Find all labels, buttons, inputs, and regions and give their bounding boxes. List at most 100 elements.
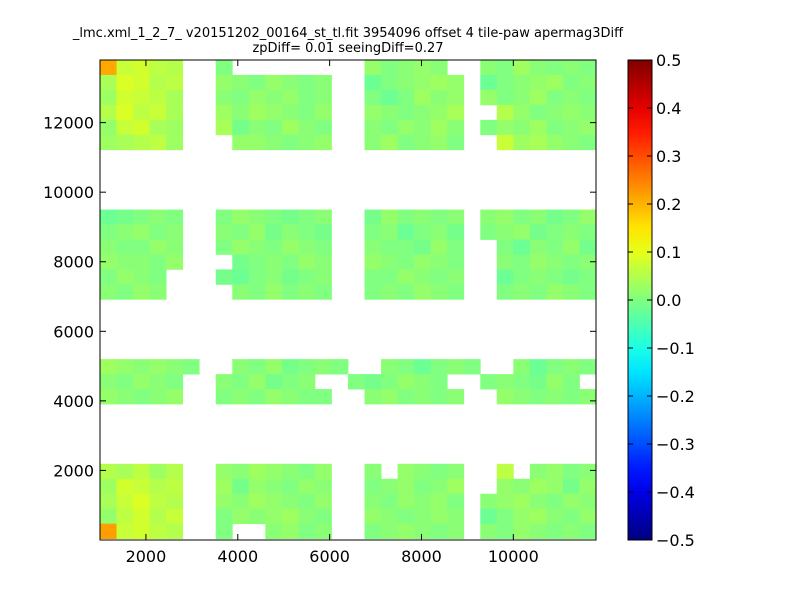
colorbar-tick-label: −0.1 xyxy=(656,339,695,358)
heatmap-cell xyxy=(298,104,316,121)
heatmap-cell xyxy=(298,508,316,525)
heatmap-cell xyxy=(397,60,415,76)
heatmap-cell xyxy=(149,254,167,270)
heatmap-cell xyxy=(480,523,498,540)
heatmap-cell xyxy=(116,508,134,525)
heatmap-cell xyxy=(447,284,465,300)
heatmap-cell xyxy=(232,493,250,510)
heatmap-cell xyxy=(182,359,200,375)
heatmap-cell xyxy=(281,254,299,270)
heatmap-cell xyxy=(579,478,597,495)
heatmap-cell xyxy=(579,493,597,510)
heatmap-cell xyxy=(232,119,250,136)
heatmap-cell xyxy=(166,359,184,375)
heatmap-cell xyxy=(579,359,597,375)
heatmap-cell xyxy=(381,239,398,255)
heatmap-cell xyxy=(513,104,531,121)
heatmap-cell xyxy=(496,374,514,390)
heatmap-cell xyxy=(100,284,117,300)
heatmap-cell xyxy=(232,374,250,390)
heatmap-cell xyxy=(314,89,332,106)
heatmap-cell xyxy=(116,74,134,91)
heatmap-cell xyxy=(281,119,299,136)
heatmap-cell xyxy=(265,134,283,151)
heatmap-cell xyxy=(248,254,266,270)
heatmap-cell xyxy=(248,269,266,285)
heatmap-cell xyxy=(166,74,184,91)
heatmap-cell xyxy=(513,493,531,510)
heatmap-cell xyxy=(100,239,117,255)
heatmap-cell xyxy=(166,478,184,495)
heatmap-cell xyxy=(298,374,316,390)
heatmap-cell xyxy=(447,239,465,255)
heatmap-cell xyxy=(414,508,432,525)
heatmap-cell xyxy=(166,239,184,255)
heatmap-cell xyxy=(248,104,266,121)
heatmap-cell xyxy=(579,389,597,405)
heatmap-cell xyxy=(546,254,564,270)
heatmap-cell xyxy=(430,359,448,375)
heatmap-cell xyxy=(529,269,547,285)
heatmap-cell xyxy=(397,284,415,300)
heatmap-cell xyxy=(397,134,415,151)
heatmap-cell xyxy=(562,224,580,240)
heatmap-cell xyxy=(496,389,514,405)
heatmap-cell xyxy=(248,374,266,390)
heatmap-cell xyxy=(133,254,150,270)
heatmap-cell xyxy=(314,104,332,121)
heatmap-cell xyxy=(133,463,150,480)
colorbar-ticks: 0.5 0.4 0.3 0.2 0.1 0.0 −0.1 −0.2 −0.3 −0.4 −0.5 xyxy=(628,51,695,550)
heatmap-cell xyxy=(331,359,349,375)
heatmap-cell xyxy=(248,89,266,106)
heatmap-cell xyxy=(133,119,150,136)
heatmap-cell xyxy=(149,224,167,240)
heatmap-cell xyxy=(265,359,283,375)
heatmap-cell xyxy=(364,254,382,270)
x-tick-label: 10000 xyxy=(488,547,539,566)
heatmap-cell xyxy=(215,119,233,136)
heatmap-cell xyxy=(100,389,117,405)
heatmap-cell xyxy=(265,224,283,240)
heatmap-cell xyxy=(215,89,233,106)
heatmap-cell xyxy=(364,209,382,225)
heatmap-cell xyxy=(314,239,332,255)
heatmap-cell xyxy=(447,254,465,270)
heatmap-cell xyxy=(314,359,332,375)
heatmap-cell xyxy=(265,523,283,540)
heatmap-cell xyxy=(562,209,580,225)
heatmap-cell xyxy=(166,254,184,270)
heatmap-cell xyxy=(133,508,150,525)
heatmap-cell xyxy=(397,374,415,390)
heatmap-cell xyxy=(529,104,547,121)
heatmap-cell xyxy=(149,104,167,121)
heatmap-cell xyxy=(447,478,465,495)
heatmap-cell xyxy=(579,74,597,91)
heatmap-cell xyxy=(381,209,398,225)
heatmap-cell xyxy=(116,389,134,405)
heatmap-cell xyxy=(397,89,415,106)
heatmap-cell xyxy=(149,523,167,540)
heatmap-cell xyxy=(529,224,547,240)
heatmap-cell xyxy=(496,104,514,121)
heatmap-cell xyxy=(281,89,299,106)
heatmap-cell xyxy=(546,389,564,405)
heatmap-cell xyxy=(513,374,531,390)
heatmap-cell xyxy=(149,493,167,510)
heatmap-cell xyxy=(232,254,250,270)
y-tick-label: 10000 xyxy=(43,183,94,202)
heatmap-cell xyxy=(281,74,299,91)
colorbar-tick-label: −0.4 xyxy=(656,483,695,502)
heatmap-cell xyxy=(133,60,150,76)
heatmap-cell xyxy=(496,284,514,300)
heatmap-cell xyxy=(430,523,448,540)
heatmap-cell xyxy=(579,523,597,540)
heatmap-cell xyxy=(248,74,266,91)
heatmap-cell xyxy=(546,359,564,375)
heatmap-cell xyxy=(381,119,398,136)
heatmap-cell xyxy=(480,224,498,240)
heatmap-cell xyxy=(248,284,266,300)
heatmap-cell xyxy=(215,269,233,285)
heatmap-cell xyxy=(480,60,498,76)
heatmap-cell xyxy=(546,478,564,495)
